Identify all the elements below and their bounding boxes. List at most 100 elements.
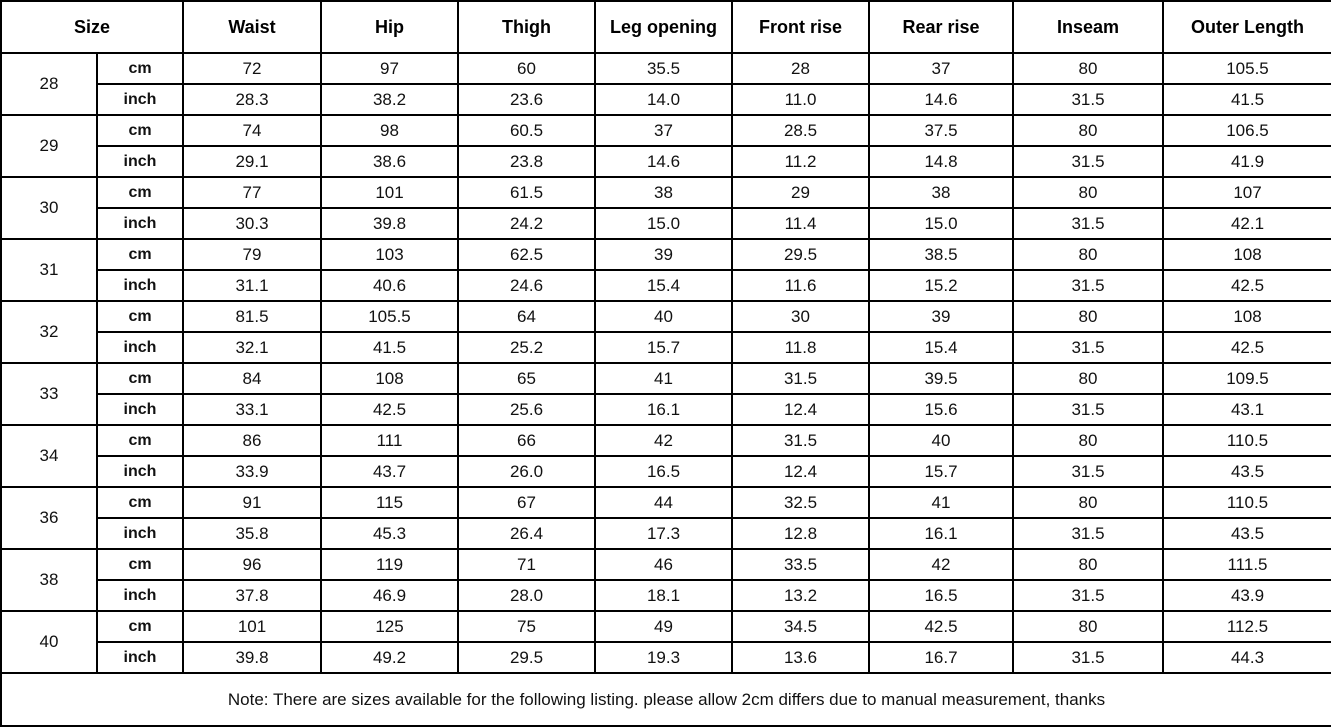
value-outer-length-38-inch: 43.9 xyxy=(1162,579,1331,612)
value-front-rise-33-cm: 31.5 xyxy=(731,362,870,395)
header-cell-waist: Waist xyxy=(182,0,322,54)
size-row-40-inch: inch 39.8 49.2 29.5 19.3 13.6 16.7 31.5 44.3 xyxy=(1,641,1331,674)
size-row-34-cm: 34 cm 86 111 66 42 31.5 40 80 110.5 xyxy=(0,424,1331,488)
value-thigh-30-cm: 61.5 xyxy=(457,176,596,209)
value-leg-opening-30-cm: 38 xyxy=(594,176,733,209)
value-outer-length-29-cm: 106.5 xyxy=(1162,114,1331,147)
value-leg-opening-34-cm: 42 xyxy=(594,424,733,457)
value-inseam-28-inch: 31.5 xyxy=(1012,83,1164,116)
value-hip-31-inch: 40.6 xyxy=(320,269,459,302)
value-inseam-33-inch: 31.5 xyxy=(1012,393,1164,426)
value-waist-31-inch: 31.1 xyxy=(182,269,322,302)
size-row-31-inch: inch 31.1 40.6 24.6 15.4 11.6 15.2 31.5 42.5 xyxy=(1,269,1331,302)
value-front-rise-33-inch: 12.4 xyxy=(731,393,870,426)
unit-label-inch: inch xyxy=(96,455,184,488)
value-thigh-36-inch: 26.4 xyxy=(457,517,596,550)
value-front-rise-29-cm: 28.5 xyxy=(731,114,870,147)
value-thigh-33-inch: 25.6 xyxy=(457,393,596,426)
value-waist-34-inch: 33.9 xyxy=(182,455,322,488)
size-label-34: 34 xyxy=(0,424,98,488)
value-leg-opening-40-cm: 49 xyxy=(594,610,733,643)
value-inseam-31-cm: 80 xyxy=(1012,238,1164,271)
value-outer-length-33-inch: 43.1 xyxy=(1162,393,1331,426)
value-leg-opening-40-inch: 19.3 xyxy=(594,641,733,674)
value-outer-length-32-cm: 108 xyxy=(1162,300,1331,333)
value-hip-34-inch: 43.7 xyxy=(320,455,459,488)
value-waist-36-cm: 91 xyxy=(182,486,322,519)
value-front-rise-31-inch: 11.6 xyxy=(731,269,870,302)
value-hip-38-inch: 46.9 xyxy=(320,579,459,612)
size-row-36-cm: 36 cm 91 115 67 44 32.5 41 80 110.5 xyxy=(0,486,1331,550)
value-inseam-38-cm: 80 xyxy=(1012,548,1164,581)
value-leg-opening-32-inch: 15.7 xyxy=(594,331,733,364)
unit-label-inch: inch xyxy=(96,331,184,364)
value-rear-rise-30-inch: 15.0 xyxy=(868,207,1014,240)
value-thigh-34-inch: 26.0 xyxy=(457,455,596,488)
value-rear-rise-30-cm: 38 xyxy=(868,176,1014,209)
value-rear-rise-34-cm: 40 xyxy=(868,424,1014,457)
value-rear-rise-33-cm: 39.5 xyxy=(868,362,1014,395)
value-hip-29-inch: 38.6 xyxy=(320,145,459,178)
unit-label-cm: cm xyxy=(96,548,184,581)
value-inseam-30-cm: 80 xyxy=(1012,176,1164,209)
size-label-29: 29 xyxy=(0,114,98,178)
value-inseam-36-inch: 31.5 xyxy=(1012,517,1164,550)
size-row-28-inch: inch 28.3 38.2 23.6 14.0 11.0 14.6 31.5 41.5 xyxy=(1,83,1331,116)
value-front-rise-29-inch: 11.2 xyxy=(731,145,870,178)
value-leg-opening-38-cm: 46 xyxy=(594,548,733,581)
value-outer-length-34-inch: 43.5 xyxy=(1162,455,1331,488)
value-inseam-29-inch: 31.5 xyxy=(1012,145,1164,178)
value-front-rise-36-inch: 12.8 xyxy=(731,517,870,550)
value-leg-opening-33-cm: 41 xyxy=(594,362,733,395)
unit-label-cm: cm xyxy=(96,300,184,333)
size-row-29-cm: 29 cm 74 98 60.5 37 28.5 37.5 80 106.5 xyxy=(0,114,1331,178)
header-cell-inseam: Inseam xyxy=(1012,0,1164,54)
unit-label-inch: inch xyxy=(96,145,184,178)
value-waist-28-cm: 72 xyxy=(182,52,322,85)
value-hip-36-inch: 45.3 xyxy=(320,517,459,550)
value-waist-30-inch: 30.3 xyxy=(182,207,322,240)
size-row-30-cm: 30 cm 77 101 61.5 38 29 38 80 107 xyxy=(0,176,1331,240)
value-front-rise-38-cm: 33.5 xyxy=(731,548,870,581)
value-inseam-32-cm: 80 xyxy=(1012,300,1164,333)
size-label-40: 40 xyxy=(0,610,98,674)
value-rear-rise-28-cm: 37 xyxy=(868,52,1014,85)
unit-label-inch: inch xyxy=(96,269,184,302)
header-cell-size: Size xyxy=(0,0,184,54)
unit-label-cm: cm xyxy=(96,610,184,643)
value-rear-rise-40-inch: 16.7 xyxy=(868,641,1014,674)
value-waist-38-cm: 96 xyxy=(182,548,322,581)
size-row-28-cm: 28 cm 72 97 60 35.5 28 37 80 105.5 xyxy=(0,52,1331,116)
size-label-33: 33 xyxy=(0,362,98,426)
value-front-rise-36-cm: 32.5 xyxy=(731,486,870,519)
value-hip-33-inch: 42.5 xyxy=(320,393,459,426)
value-outer-length-29-inch: 41.9 xyxy=(1162,145,1331,178)
value-outer-length-32-inch: 42.5 xyxy=(1162,331,1331,364)
value-hip-33-cm: 108 xyxy=(320,362,459,395)
value-inseam-28-cm: 80 xyxy=(1012,52,1164,85)
value-waist-38-inch: 37.8 xyxy=(182,579,322,612)
unit-label-inch: inch xyxy=(96,207,184,240)
value-rear-rise-34-inch: 15.7 xyxy=(868,455,1014,488)
value-outer-length-34-cm: 110.5 xyxy=(1162,424,1331,457)
value-rear-rise-38-cm: 42 xyxy=(868,548,1014,581)
value-leg-opening-36-cm: 44 xyxy=(594,486,733,519)
unit-label-inch: inch xyxy=(96,393,184,426)
header-cell-leg-opening: Leg opening xyxy=(594,0,733,54)
value-leg-opening-36-inch: 17.3 xyxy=(594,517,733,550)
size-row-31-cm: 31 cm 79 103 62.5 39 29.5 38.5 80 108 xyxy=(0,238,1331,302)
value-hip-30-cm: 101 xyxy=(320,176,459,209)
value-inseam-38-inch: 31.5 xyxy=(1012,579,1164,612)
unit-label-cm: cm xyxy=(96,424,184,457)
value-thigh-32-inch: 25.2 xyxy=(457,331,596,364)
value-hip-29-cm: 98 xyxy=(320,114,459,147)
value-outer-length-36-inch: 43.5 xyxy=(1162,517,1331,550)
value-waist-32-inch: 32.1 xyxy=(182,331,322,364)
value-front-rise-30-cm: 29 xyxy=(731,176,870,209)
value-waist-33-inch: 33.1 xyxy=(182,393,322,426)
value-rear-rise-28-inch: 14.6 xyxy=(868,83,1014,116)
header-cell-hip: Hip xyxy=(320,0,459,54)
value-hip-40-inch: 49.2 xyxy=(320,641,459,674)
value-leg-opening-31-cm: 39 xyxy=(594,238,733,271)
value-hip-40-cm: 125 xyxy=(320,610,459,643)
